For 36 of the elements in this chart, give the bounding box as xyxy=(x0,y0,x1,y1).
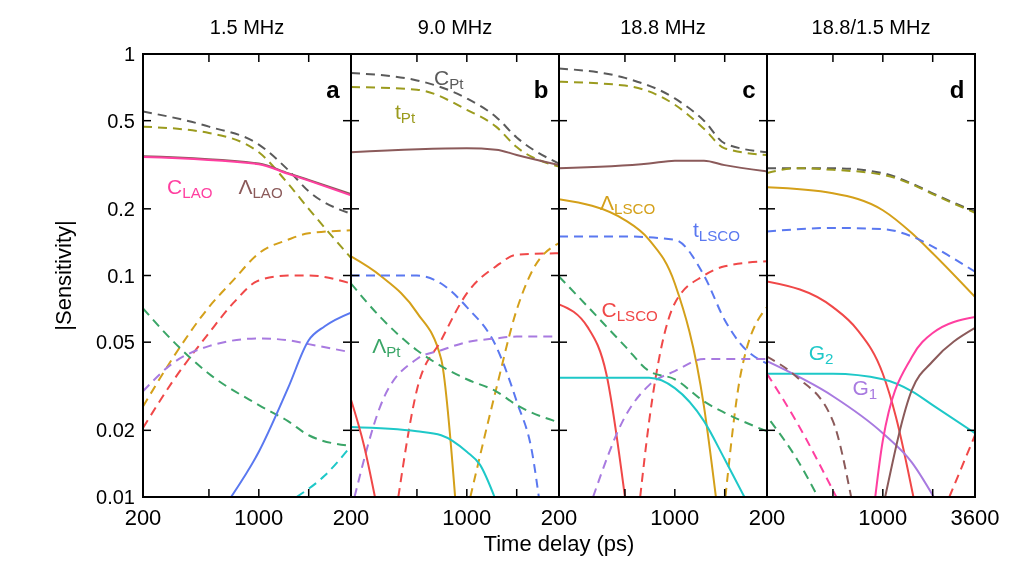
x-axis-title: Time delay (ps) xyxy=(483,531,635,556)
chart-title: 1.5 MHz xyxy=(209,16,285,38)
y-tick-label: 0.5 xyxy=(107,109,135,132)
y-axis-title: |Sensitivity| xyxy=(51,220,76,331)
y-tick-label: 0.05 xyxy=(96,331,135,354)
y-tick-label: 1 xyxy=(123,43,135,65)
x-tick-label: 3600 xyxy=(950,505,1000,530)
chart-title: 9.0 MHz xyxy=(417,16,493,38)
annotation: a xyxy=(326,76,341,103)
series-label: Λ$_{LAO}$ xyxy=(238,174,283,201)
series-label: t$_{LSCO}$ xyxy=(692,217,741,244)
y-tick-label: 0.1 xyxy=(107,264,135,287)
x-tick-label: 200 xyxy=(124,505,162,530)
y-tick-label: 0.01 xyxy=(96,486,135,508)
series-label: C$_{LAO}$ xyxy=(167,174,213,201)
y-tick-label: 0.2 xyxy=(107,197,135,220)
chart-title: 18.8 MHz xyxy=(620,16,706,38)
x-tick-label: 200 xyxy=(748,505,786,530)
annotation: c xyxy=(742,76,756,103)
series-label: Λ$_{LSCO}$ xyxy=(600,191,656,218)
series-label: G$_{1}$ xyxy=(852,376,878,403)
x-tick-label: 1000 xyxy=(442,505,492,530)
x-tick-label: 1000 xyxy=(234,505,284,530)
series-label: t$_{Pt}$ xyxy=(395,99,416,126)
y-tick-label: 0.02 xyxy=(96,419,135,442)
chart-title: 18.8/1.5 MHz xyxy=(811,16,931,38)
x-tick-label: 1000 xyxy=(650,505,700,530)
annotation: b xyxy=(533,76,549,103)
x-tick-label: 200 xyxy=(540,505,578,530)
x-tick-label: 200 xyxy=(332,505,370,530)
series-label: Λ$_{Pt}$ xyxy=(372,334,402,361)
series-label: C$_{Pt}$ xyxy=(434,65,465,92)
series-label: G$_{2}$ xyxy=(808,341,834,367)
annotation: d xyxy=(949,76,965,103)
x-tick-label: 1000 xyxy=(858,505,908,530)
series-label: C$_{LSCO}$ xyxy=(601,298,659,324)
